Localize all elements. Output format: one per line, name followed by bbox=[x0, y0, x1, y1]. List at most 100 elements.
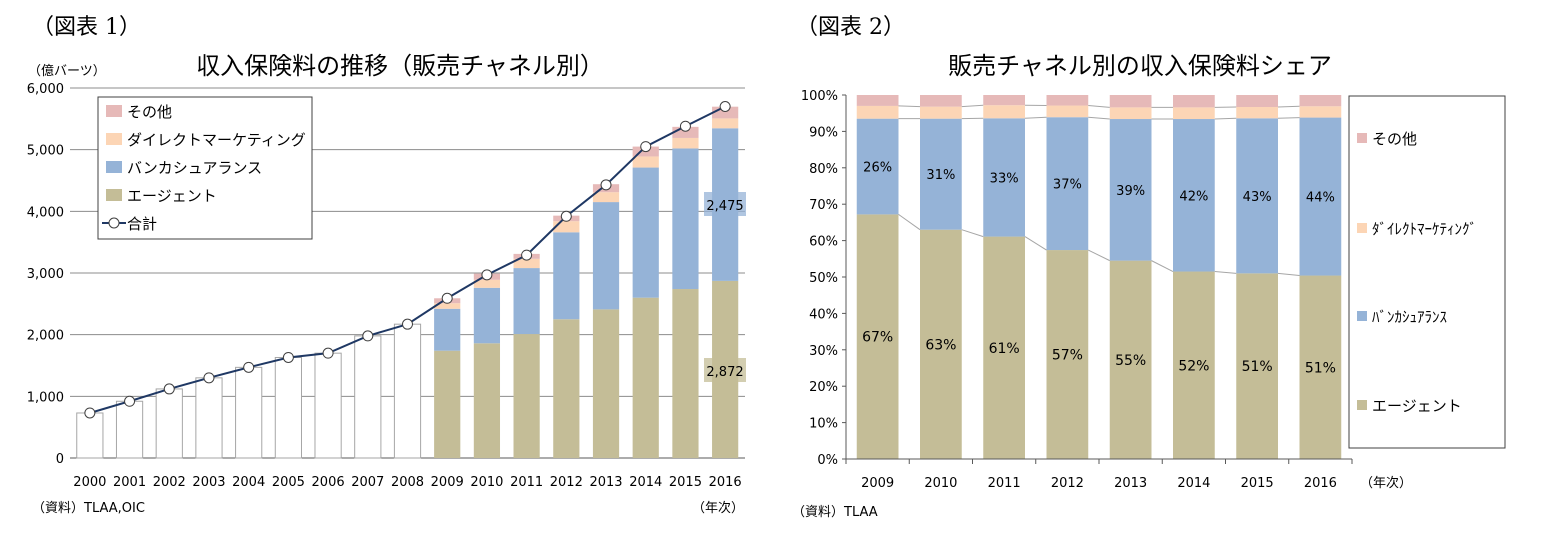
series-connector bbox=[1151, 261, 1173, 272]
share-bar-2-2013 bbox=[1110, 107, 1152, 119]
legend-box bbox=[1349, 96, 1505, 448]
share-bar-3-2009 bbox=[857, 95, 899, 106]
total-bar-2001 bbox=[116, 401, 142, 458]
total-marker bbox=[283, 352, 293, 362]
agent-share-label: 52% bbox=[1178, 358, 1209, 374]
banca-share-label: 39% bbox=[1116, 184, 1145, 199]
series-connector bbox=[1215, 272, 1237, 274]
x-tick-label: 2012 bbox=[1051, 476, 1084, 491]
total-bar-2000 bbox=[77, 413, 103, 458]
series-connector bbox=[962, 230, 984, 237]
total-marker bbox=[244, 362, 254, 372]
share-bar-2-2010 bbox=[920, 107, 962, 119]
series-connector bbox=[1088, 250, 1110, 261]
y-tick-label: 90% bbox=[809, 125, 838, 140]
legend-label: エージェント bbox=[127, 187, 217, 205]
banca-share-label: 26% bbox=[863, 161, 892, 176]
x-tick-label: 2009 bbox=[431, 475, 464, 490]
agent-share-label: 61% bbox=[989, 341, 1020, 357]
total-marker bbox=[601, 180, 611, 190]
y-tick-label: 5,000 bbox=[27, 144, 64, 159]
y-tick-label: 30% bbox=[809, 344, 838, 359]
callout-banca-2016: 2,475 bbox=[706, 199, 743, 214]
share-bar-3-2015 bbox=[1236, 95, 1278, 107]
legend-label: 合計 bbox=[127, 215, 157, 233]
bar-1-2013 bbox=[593, 202, 619, 309]
series-connector bbox=[1215, 118, 1237, 119]
share-bar-2-2014 bbox=[1173, 107, 1215, 119]
total-bar-2006 bbox=[315, 353, 341, 458]
y-tick-label: 4,000 bbox=[27, 205, 64, 220]
series-connector bbox=[962, 105, 984, 106]
x-tick-label: 2015 bbox=[1241, 476, 1274, 491]
x-tick-label: 2010 bbox=[924, 476, 957, 491]
bar-1-2010 bbox=[474, 288, 500, 344]
x-tick-label: 2012 bbox=[550, 475, 583, 490]
y-tick-label: 2,000 bbox=[27, 329, 64, 344]
series-connector bbox=[1278, 106, 1300, 107]
figure2-label: （図表 2） bbox=[796, 15, 905, 40]
y-tick-label: 100% bbox=[801, 89, 838, 104]
legend-label: その他 bbox=[127, 103, 172, 121]
x-tick-label: 2009 bbox=[861, 476, 894, 491]
total-bar-2002 bbox=[156, 389, 182, 458]
total-marker bbox=[442, 293, 452, 303]
total-marker bbox=[561, 211, 571, 221]
legend-swatch bbox=[1357, 400, 1367, 410]
bar-1-2011 bbox=[514, 268, 540, 334]
y-tick-label: 70% bbox=[809, 198, 838, 213]
legend-label: エージェント bbox=[1372, 397, 1462, 415]
y-tick-label: 20% bbox=[809, 380, 838, 395]
total-marker bbox=[720, 102, 730, 112]
bar-1-2014 bbox=[633, 168, 659, 298]
series-connector bbox=[1025, 237, 1047, 250]
bar-0-2014 bbox=[633, 298, 659, 458]
banca-share-label: 42% bbox=[1179, 189, 1208, 204]
legend-swatch bbox=[1357, 311, 1367, 321]
agent-share-label: 57% bbox=[1052, 348, 1083, 364]
y-tick-label: 60% bbox=[809, 235, 838, 250]
share-bar-3-2013 bbox=[1110, 95, 1152, 107]
agent-share-label: 67% bbox=[862, 330, 893, 346]
total-bar-2003 bbox=[196, 378, 222, 458]
legend-swatch bbox=[1357, 133, 1367, 143]
total-bar-2007 bbox=[355, 336, 381, 458]
bar-0-2015 bbox=[672, 289, 698, 458]
bar-2-2012 bbox=[553, 221, 579, 232]
total-marker bbox=[204, 373, 214, 383]
x-tick-label: 2014 bbox=[1177, 476, 1210, 491]
banca-share-label: 43% bbox=[1243, 190, 1272, 205]
total-marker bbox=[323, 348, 333, 358]
series-connector bbox=[898, 214, 920, 229]
y-tick-label: 0 bbox=[56, 452, 64, 467]
total-marker bbox=[641, 142, 651, 152]
total-marker bbox=[125, 396, 135, 406]
share-bar-3-2014 bbox=[1173, 95, 1215, 107]
total-marker bbox=[482, 270, 492, 280]
series-connector bbox=[1025, 117, 1047, 118]
agent-share-label: 55% bbox=[1115, 353, 1146, 369]
legend-label: その他 bbox=[1372, 130, 1417, 148]
bar-2-2014 bbox=[633, 156, 659, 167]
bar-0-2011 bbox=[514, 334, 540, 458]
legend-swatch bbox=[106, 105, 122, 117]
x-tick-label: 2005 bbox=[272, 475, 305, 490]
x-tick-label: 2011 bbox=[988, 476, 1021, 491]
agent-share-label: 51% bbox=[1305, 360, 1336, 376]
callout-agent-2016: 2,872 bbox=[706, 365, 743, 380]
bar-1-2015 bbox=[672, 148, 698, 289]
agent-share-label: 51% bbox=[1242, 359, 1273, 375]
x-tick-label: 2001 bbox=[113, 475, 146, 490]
total-bar-2004 bbox=[236, 367, 262, 458]
share-bar-3-2010 bbox=[920, 95, 962, 107]
banca-share-label: 31% bbox=[926, 168, 955, 183]
figure1-source: （資料）TLAA,OIC bbox=[32, 501, 145, 516]
x-tick-label: 2016 bbox=[709, 475, 742, 490]
total-marker bbox=[522, 250, 532, 260]
total-marker bbox=[363, 331, 373, 341]
bar-0-2012 bbox=[553, 319, 579, 458]
